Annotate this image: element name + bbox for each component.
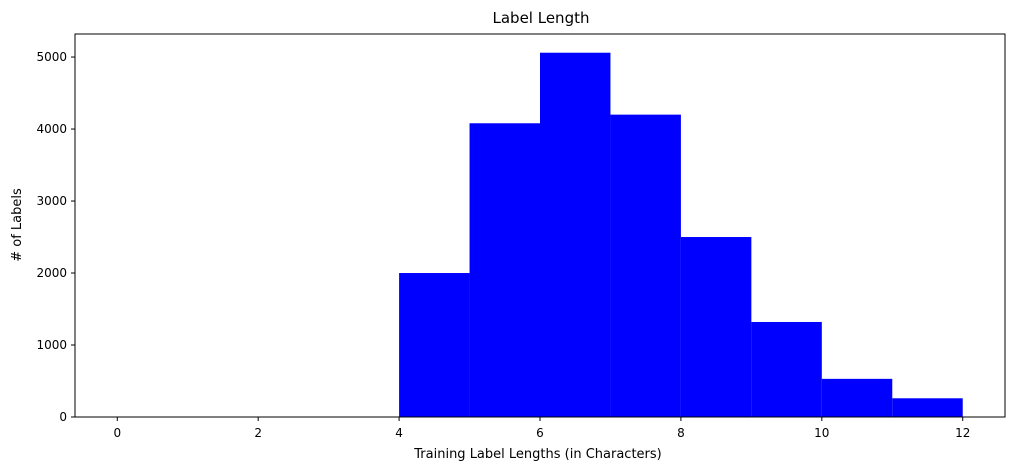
histogram-bar-8 (892, 398, 963, 417)
chart-title: Label Length (493, 9, 590, 27)
x-axis-label: Training Label Lengths (in Characters) (413, 447, 661, 462)
histogram-bar-4 (610, 114, 681, 417)
histogram-bar-7 (821, 378, 893, 417)
histogram-bar-6 (751, 321, 822, 417)
y-axis-label: # of Labels (10, 188, 25, 262)
bars-group (399, 52, 963, 417)
x-tick-label: 10 (814, 426, 829, 440)
x-tick-label: 4 (395, 426, 403, 440)
histogram-bar-1 (399, 273, 470, 417)
x-tick-label: 8 (677, 426, 685, 440)
x-tick-label: 0 (113, 426, 121, 440)
x-axis-ticks: 0 2 4 6 8 10 12 (113, 417, 970, 440)
y-tick-label: 2000 (36, 266, 67, 280)
y-tick-label: 0 (59, 410, 67, 424)
y-tick-label: 5000 (36, 50, 67, 64)
y-axis-ticks: 0 1000 2000 3000 4000 5000 (36, 50, 75, 424)
y-tick-label: 1000 (36, 338, 67, 352)
y-tick-label: 4000 (36, 122, 67, 136)
y-tick-label: 3000 (36, 194, 67, 208)
histogram-bar-3 (540, 52, 611, 417)
x-tick-label: 2 (254, 426, 262, 440)
x-tick-label: 6 (536, 426, 544, 440)
histogram-bar-5 (680, 237, 752, 417)
x-tick-label: 12 (955, 426, 970, 440)
histogram-bar-2 (469, 123, 540, 417)
